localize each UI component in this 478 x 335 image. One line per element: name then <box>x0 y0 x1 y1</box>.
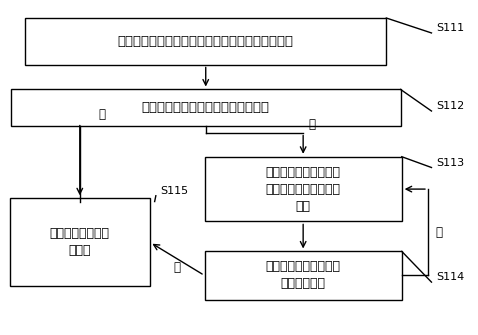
Text: S115: S115 <box>161 186 189 196</box>
FancyBboxPatch shape <box>11 89 401 126</box>
Text: 是: 是 <box>174 261 181 274</box>
FancyBboxPatch shape <box>205 157 402 221</box>
Text: 接收并解析配网数据信息中第一数据包的数据单元: 接收并解析配网数据信息中第一数据包的数据单元 <box>118 35 294 48</box>
Text: 是: 是 <box>99 108 106 121</box>
Text: S114: S114 <box>436 272 465 282</box>
FancyBboxPatch shape <box>25 18 386 65</box>
Text: 解析完整的配网数
据信息: 解析完整的配网数 据信息 <box>50 227 110 257</box>
Text: 否: 否 <box>435 226 442 239</box>
Text: 否: 否 <box>308 118 315 131</box>
Text: 判断是否已获得完整的配网数据信息: 判断是否已获得完整的配网数据信息 <box>142 101 270 114</box>
FancyBboxPatch shape <box>205 251 402 299</box>
Text: S111: S111 <box>436 23 464 33</box>
Text: 接收并解析配网数据信
息中后续数据包的数据
单元: 接收并解析配网数据信 息中后续数据包的数据 单元 <box>266 165 341 213</box>
Text: S112: S112 <box>436 101 465 111</box>
Text: S113: S113 <box>436 157 464 168</box>
FancyBboxPatch shape <box>10 198 150 286</box>
Text: 判断是否已获得完整的
配网数据信息: 判断是否已获得完整的 配网数据信息 <box>266 261 341 290</box>
